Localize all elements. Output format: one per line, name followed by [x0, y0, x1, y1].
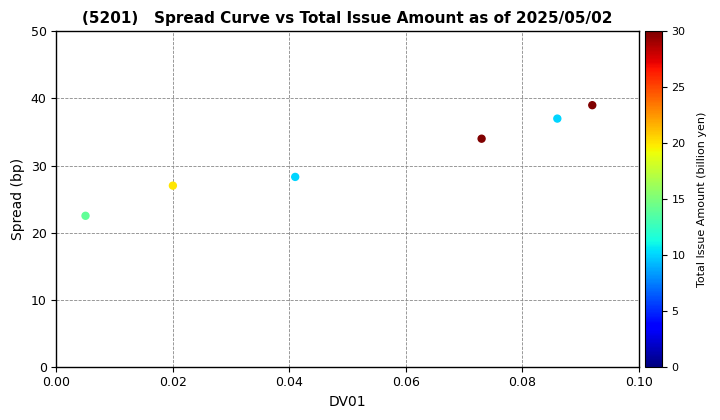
Y-axis label: Total Issue Amount (billion yen): Total Issue Amount (billion yen) [697, 111, 707, 287]
X-axis label: DV01: DV01 [329, 395, 366, 409]
Point [552, 115, 563, 122]
Point [80, 213, 91, 219]
Y-axis label: Spread (bp): Spread (bp) [11, 158, 25, 240]
Title: (5201)   Spread Curve vs Total Issue Amount as of 2025/05/02: (5201) Spread Curve vs Total Issue Amoun… [82, 11, 613, 26]
Point [167, 182, 179, 189]
Point [289, 173, 301, 180]
Point [476, 135, 487, 142]
Point [587, 102, 598, 108]
